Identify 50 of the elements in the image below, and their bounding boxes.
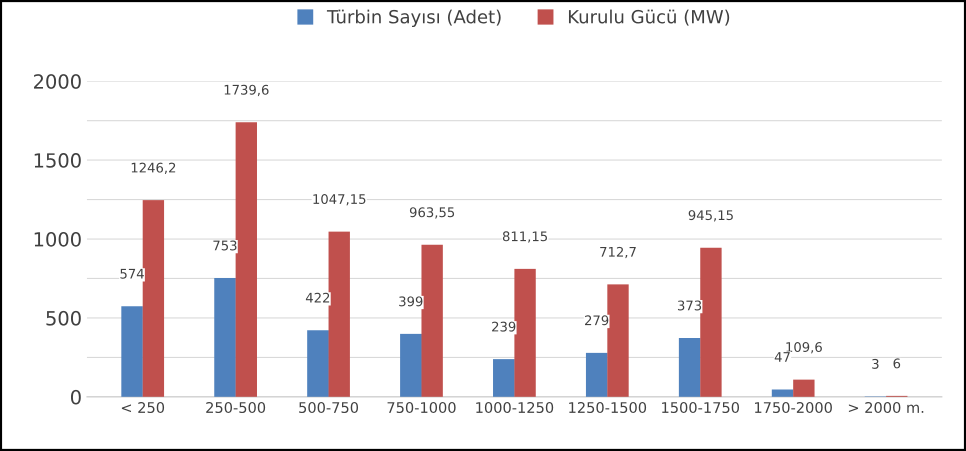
data-label: 279 <box>585 315 608 326</box>
bar <box>586 352 608 397</box>
x-tick-label: 1250-1500 <box>569 402 646 414</box>
legend-label: Türbin Sayısı (Adet) <box>326 10 501 28</box>
data-label: 109,6 <box>786 342 822 354</box>
data-label: 6 <box>894 358 900 368</box>
data-label: 373 <box>678 300 702 310</box>
data-label: 945,15 <box>688 210 733 222</box>
y-tick-label: 500 <box>46 310 81 326</box>
bar <box>514 268 536 397</box>
x-tick-label: 750-1000 <box>388 402 456 414</box>
data-label: 963,55 <box>410 207 454 219</box>
data-label: 1047,15 <box>313 194 366 206</box>
bar <box>307 330 329 397</box>
x-tick-label: 1750-2000 <box>755 402 832 414</box>
data-label: 1246,2 <box>132 162 176 174</box>
x-tick-label: 1500-1750 <box>662 402 740 414</box>
y-tick-label: 1000 <box>34 232 81 247</box>
x-tick-label: < 250 <box>122 402 164 414</box>
data-label: 574 <box>120 268 144 279</box>
bar <box>678 338 700 397</box>
x-tick-label: > 2000 m. <box>848 402 924 414</box>
data-label: 399 <box>399 296 422 306</box>
data-label: 422 <box>306 292 330 303</box>
bar <box>214 278 236 397</box>
bar <box>400 334 422 397</box>
bar <box>421 244 443 397</box>
bar <box>121 306 143 397</box>
y-tick-label: 1500 <box>34 153 81 168</box>
data-label: 811,15 <box>502 231 548 243</box>
x-tick-label: 250-500 <box>206 402 266 414</box>
legend-label: Kurulu Gücü (MW) <box>568 10 730 26</box>
bar <box>700 248 722 397</box>
y-tick-label: 2000 <box>34 74 81 89</box>
data-label: 47 <box>774 352 790 362</box>
data-label: 1739,6 <box>224 84 269 96</box>
bar <box>236 122 257 397</box>
bar <box>772 389 794 397</box>
bar <box>493 359 514 397</box>
data-label: 712,7 <box>600 246 636 258</box>
data-label: 753 <box>213 240 236 250</box>
data-label: 3 <box>872 358 879 369</box>
x-tick-label: 1000-1250 <box>476 402 554 414</box>
x-tick-label: 500-750 <box>299 402 358 414</box>
data-label: 239 <box>492 322 516 332</box>
bar <box>328 232 350 397</box>
bar <box>142 200 164 397</box>
bar <box>607 284 629 397</box>
bar <box>793 380 815 397</box>
y-tick-label: 0 <box>70 390 81 405</box>
